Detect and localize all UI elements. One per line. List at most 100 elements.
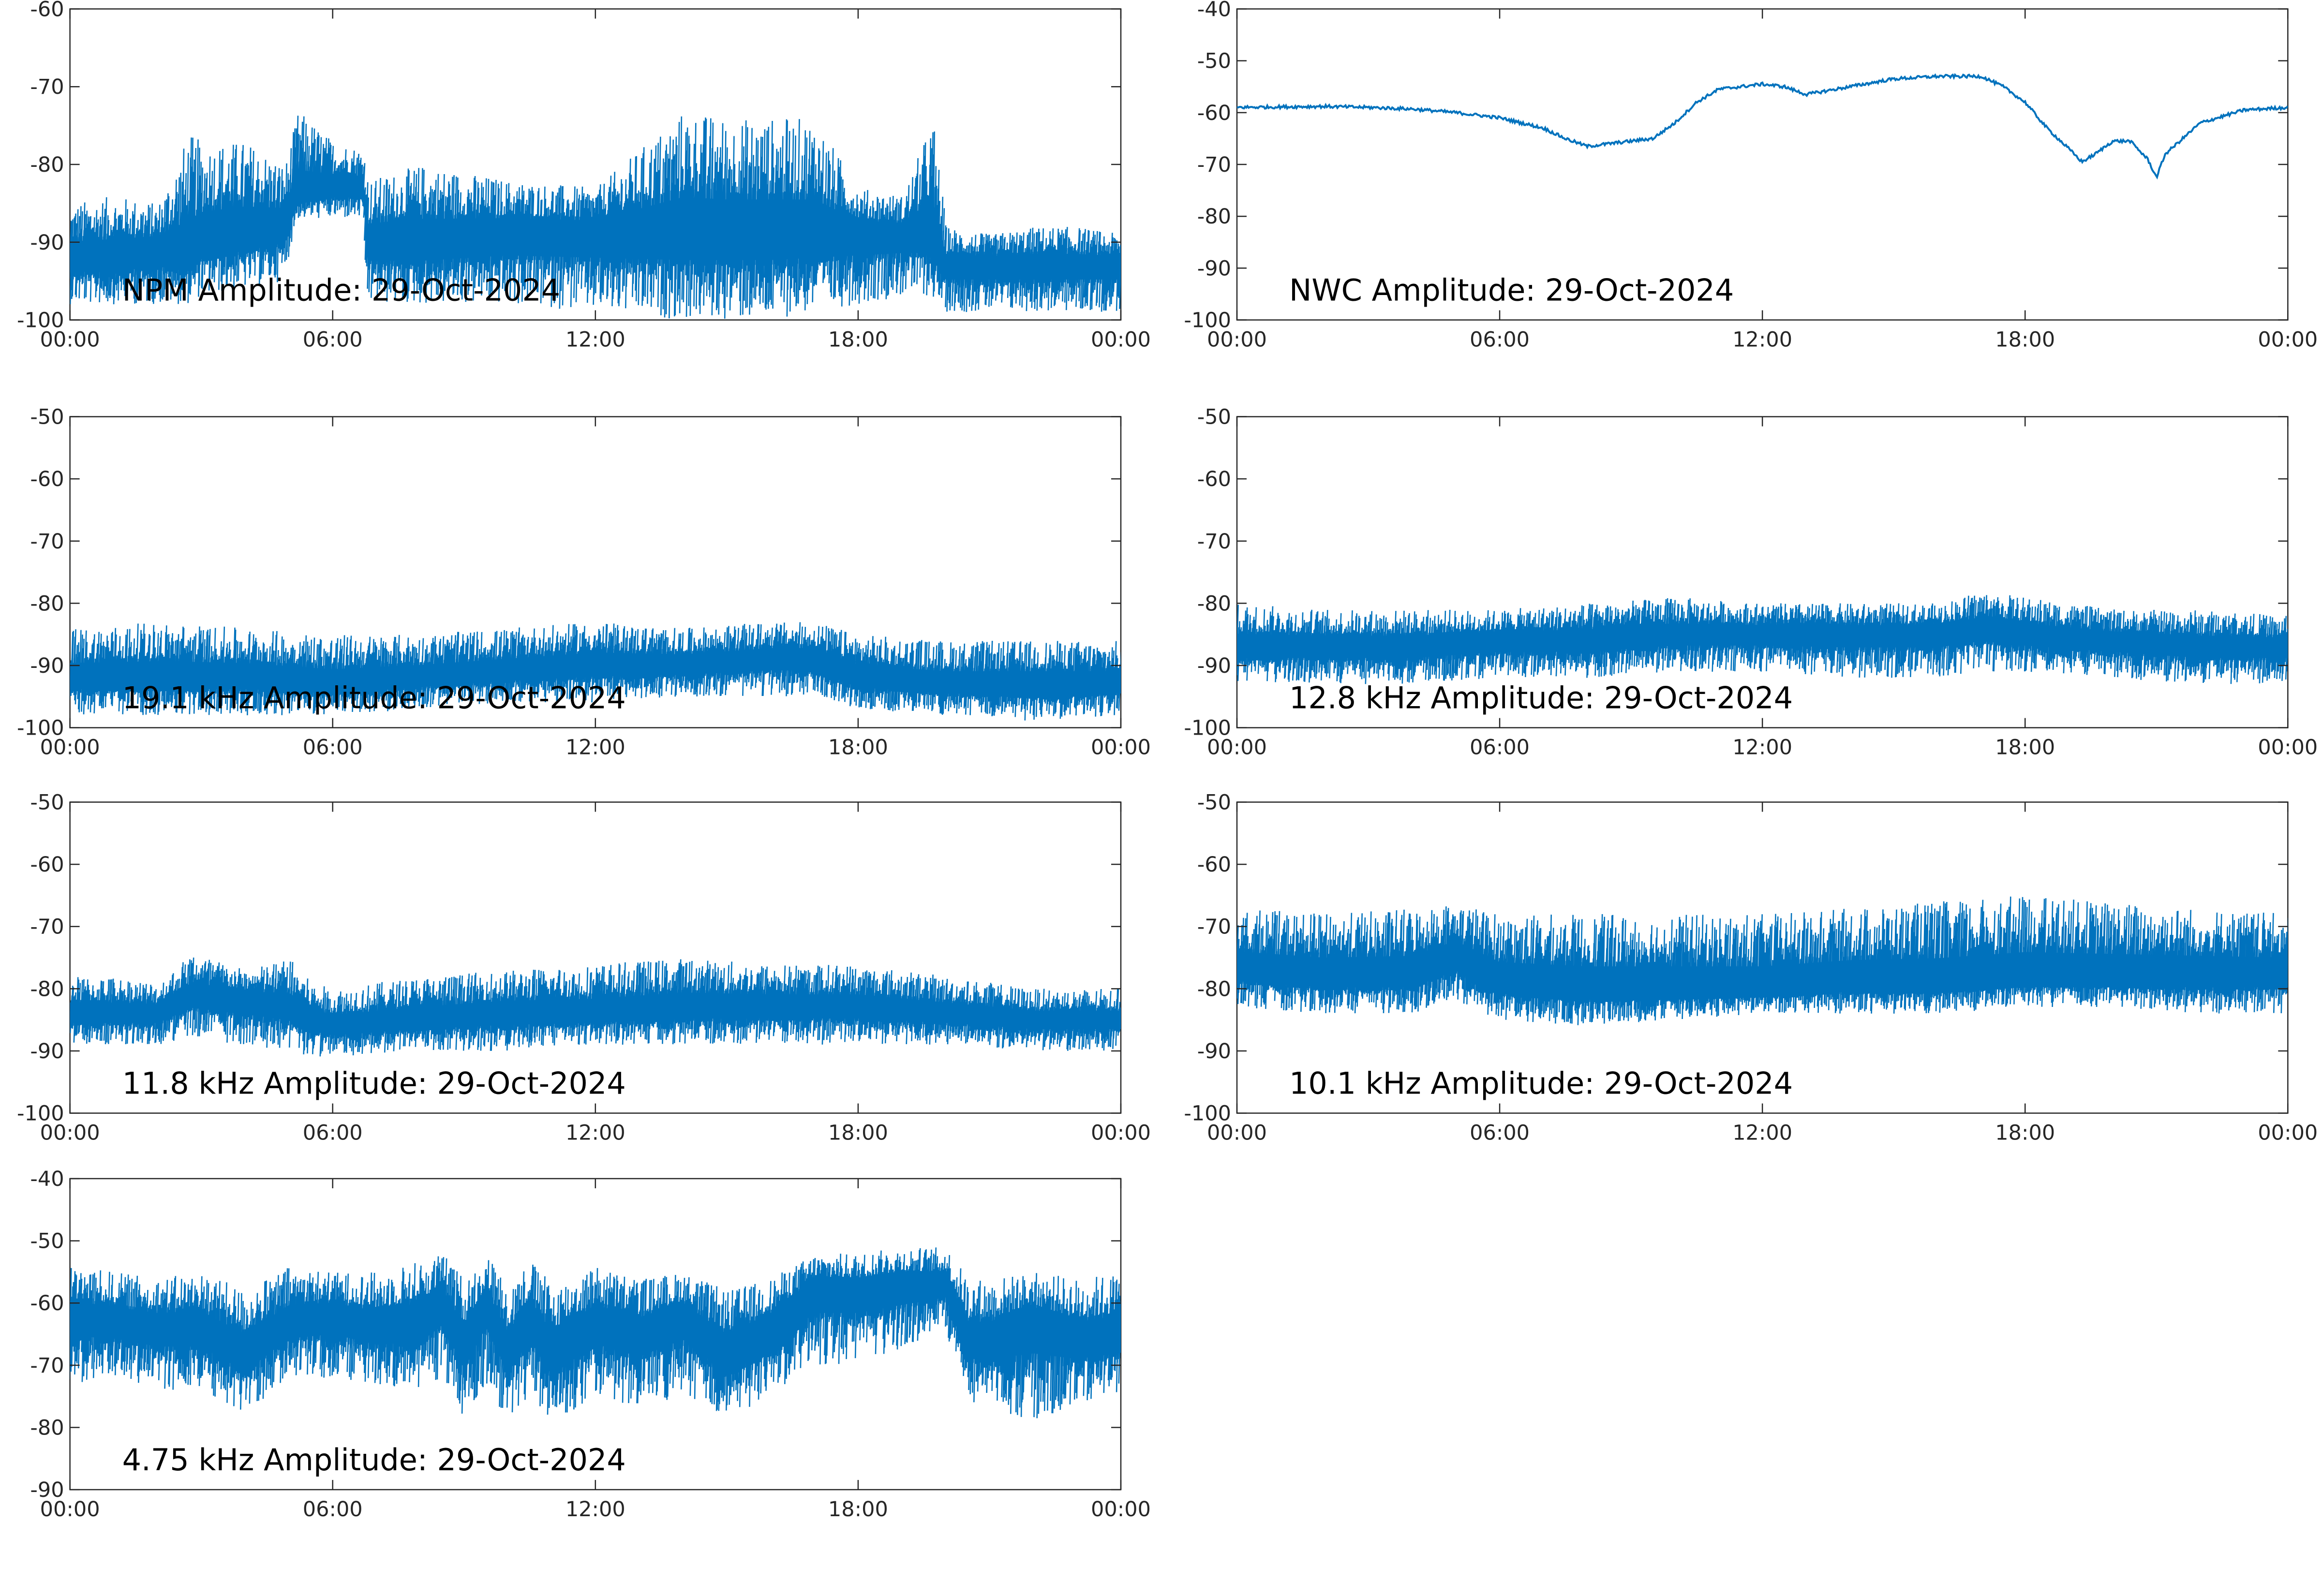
x-tick-label: 18:00 <box>1995 736 2055 760</box>
y-tick-label: -100 <box>1184 1102 1231 1126</box>
y-tick-label: -70 <box>1197 530 1231 554</box>
panel-title: NWC Amplitude: 29-Oct-2024 <box>1289 273 1734 308</box>
y-tick-label: -80 <box>30 591 64 616</box>
x-tick-label: 00:00 <box>2258 736 2318 760</box>
chart-panel-7: -90 -80 -70 -60 -50 -40 00:00 06:00 12:00 18:00 00… <box>30 1167 1151 1522</box>
y-tick-label: -70 <box>30 1354 64 1378</box>
x-tick-label: 00:00 <box>40 736 100 760</box>
y-tick-label: -60 <box>30 853 64 877</box>
y-tick-label: -70 <box>1197 153 1231 177</box>
y-tick-label: -80 <box>30 1416 64 1440</box>
chart-panel-2: -100 -90 -80 -70 -60 -50 -40 00:00 06:00 12:00 18:… <box>1184 0 2318 352</box>
y-tick-label: -60 <box>1197 101 1231 125</box>
y-tick-label: -80 <box>30 153 64 177</box>
y-tick-label: -100 <box>1184 716 1231 740</box>
chart-panel-6: -100 -90 -80 -70 -60 -50 00:00 06:00 12:00 18:00 0… <box>1184 791 2318 1145</box>
x-tick-label: 12:00 <box>1732 1121 1792 1145</box>
amplitude-series-band <box>1237 941 2288 1000</box>
x-tick-label: 12:00 <box>566 328 625 352</box>
x-tick-label: 06:00 <box>1470 736 1530 760</box>
x-tick-label: 00:00 <box>2258 1121 2318 1145</box>
x-tick-label: 00:00 <box>40 1121 100 1145</box>
x-tick-label: 06:00 <box>303 1121 363 1145</box>
x-tick-label: 06:00 <box>303 1497 363 1522</box>
y-tick-label: -50 <box>30 405 64 429</box>
y-tick-label: -90 <box>30 1039 64 1064</box>
panel-title: NPM Amplitude: 29-Oct-2024 <box>122 273 561 308</box>
x-tick-label: 00:00 <box>2258 328 2318 352</box>
chart-panel-1: -100 -90 -80 -70 -60 00:00 06:00 12:00 18:00 00:0… <box>17 0 1151 352</box>
y-tick-label: -80 <box>1197 977 1231 1001</box>
y-tick-label: -60 <box>30 467 64 491</box>
x-tick-label: 12:00 <box>566 1121 625 1145</box>
x-tick-label: 18:00 <box>828 1497 888 1522</box>
x-tick-label: 18:00 <box>1995 328 2055 352</box>
x-tick-label: 00:00 <box>40 1497 100 1522</box>
x-tick-label: 06:00 <box>303 736 363 760</box>
plot-area <box>1236 416 2289 728</box>
panel-title: 19.1 kHz Amplitude: 29-Oct-2024 <box>122 680 626 716</box>
x-tick-label: 18:00 <box>1995 1121 2055 1145</box>
y-tick-label: -50 <box>1197 49 1231 74</box>
y-tick-label: -100 <box>1184 309 1231 333</box>
y-tick-label: -90 <box>1197 654 1231 678</box>
amplitude-series-band <box>1237 617 2288 658</box>
y-tick-label: -80 <box>1197 205 1231 229</box>
x-tick-label: 12:00 <box>1732 736 1792 760</box>
panel-title: 12.8 kHz Amplitude: 29-Oct-2024 <box>1289 680 1793 716</box>
x-tick-label: 00:00 <box>40 328 100 352</box>
y-tick-label: -70 <box>30 915 64 939</box>
x-tick-label: 18:00 <box>828 736 888 760</box>
y-tick-label: -70 <box>30 530 64 554</box>
amplitude-series-band <box>70 648 1121 695</box>
y-tick-label: -90 <box>30 231 64 255</box>
y-tick-label: -100 <box>17 309 64 333</box>
x-tick-label: 06:00 <box>1470 328 1530 352</box>
amplitude-series-band <box>70 982 1121 1035</box>
y-tick-label: -60 <box>30 1291 64 1315</box>
x-tick-label: 00:00 <box>1091 1121 1151 1145</box>
amplitude-series-band <box>70 170 1121 280</box>
y-tick-label: -90 <box>1197 1039 1231 1064</box>
amplitude-series-line <box>1236 73 2288 180</box>
y-tick-label: -50 <box>1197 405 1231 429</box>
y-tick-label: -100 <box>17 1102 64 1126</box>
amplitude-series-band <box>70 1273 1121 1374</box>
x-tick-label: 12:00 <box>566 736 625 760</box>
y-tick-label: -50 <box>1197 791 1231 815</box>
panel-title: 10.1 kHz Amplitude: 29-Oct-2024 <box>1289 1066 1793 1101</box>
chart-panel-3: -100 -90 -80 -70 -60 -50 00:00 06:00 12:00 18:00 0… <box>17 405 1151 760</box>
y-tick-label: -70 <box>1197 915 1231 939</box>
x-tick-label: 06:00 <box>303 328 363 352</box>
y-tick-label: -60 <box>30 0 64 21</box>
x-tick-label: 06:00 <box>1470 1121 1530 1145</box>
y-tick-label: -90 <box>1197 256 1231 281</box>
x-tick-label: 00:00 <box>1207 1121 1267 1145</box>
x-tick-label: 18:00 <box>828 1121 888 1145</box>
y-tick-label: -60 <box>1197 467 1231 491</box>
x-tick-label: 12:00 <box>566 1497 625 1522</box>
chart-panel-5: -100 -90 -80 -70 -60 -50 00:00 06:00 12:00 18:00 0… <box>17 791 1151 1145</box>
y-tick-label: -80 <box>30 977 64 1001</box>
chart-panel-4: -100 -90 -80 -70 -60 -50 00:00 06:00 12:00 18:00 0… <box>1184 405 2318 760</box>
y-tick-label: -40 <box>30 1167 64 1191</box>
y-tick-label: -100 <box>17 716 64 740</box>
x-tick-label: 12:00 <box>1732 328 1792 352</box>
x-tick-label: 00:00 <box>1091 1497 1151 1522</box>
plot-area <box>69 801 1122 1114</box>
panel-title: 4.75 kHz Amplitude: 29-Oct-2024 <box>122 1442 626 1478</box>
x-tick-label: 00:00 <box>1091 736 1151 760</box>
x-tick-label: 00:00 <box>1207 736 1267 760</box>
y-tick-label: -60 <box>1197 853 1231 877</box>
y-tick-label: -40 <box>1197 0 1231 21</box>
y-tick-label: -70 <box>30 75 64 99</box>
y-tick-label: -50 <box>30 1229 64 1254</box>
y-tick-label: -90 <box>30 1478 64 1502</box>
y-tick-label: -80 <box>1197 591 1231 616</box>
x-tick-label: 18:00 <box>828 328 888 352</box>
x-tick-label: 00:00 <box>1091 328 1151 352</box>
y-tick-label: -50 <box>30 791 64 815</box>
x-tick-label: 00:00 <box>1207 328 1267 352</box>
y-tick-label: -90 <box>30 654 64 678</box>
